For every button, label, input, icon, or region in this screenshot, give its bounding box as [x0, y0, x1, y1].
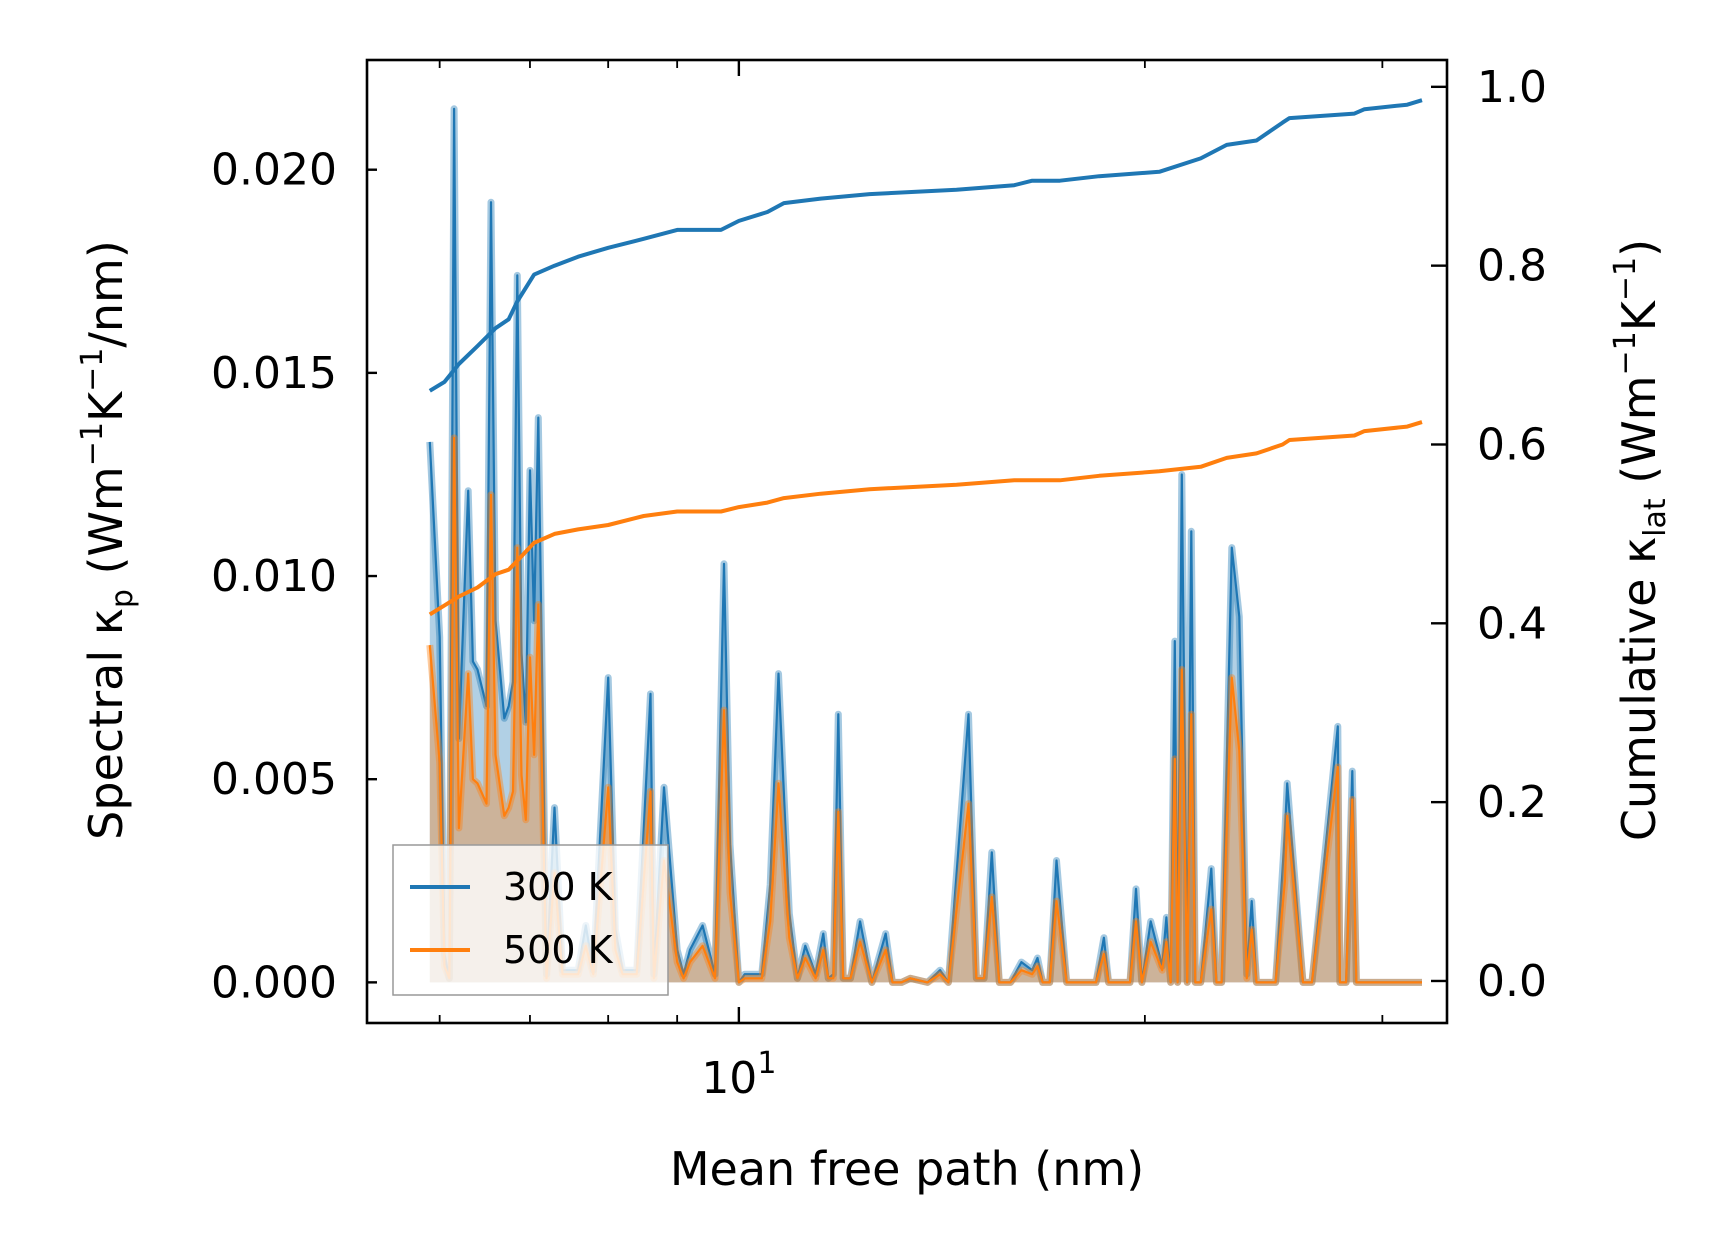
y-left-tick-label: 0.015: [211, 348, 337, 399]
y-left-tick-label: 0.010: [211, 551, 337, 602]
y-axis-left-label: Spectral κp (Wm−1K−1/nm): [75, 240, 140, 840]
line-cumulative-500-k: [428, 420, 1423, 617]
y-axis-right-label: Cumulative κlat (Wm−1K−1): [1608, 239, 1673, 841]
y-right-tick-label: 1.0: [1477, 62, 1547, 113]
line-cumulative-300-k: [428, 98, 1423, 393]
y-right-tick-label: 0.0: [1477, 956, 1547, 1007]
y-right-tick-label: 0.8: [1477, 241, 1547, 292]
y-left-tick-label: 0.005: [211, 754, 337, 805]
y-left-tick-label: 0.000: [211, 957, 337, 1008]
legend-label-300k: 300 K: [503, 865, 614, 909]
y-right-tick-label: 0.4: [1477, 598, 1547, 649]
legend: 300 K 500 K: [392, 844, 669, 996]
plot-frame: [365, 58, 1449, 1025]
y-right-tick-label: 0.6: [1477, 419, 1547, 470]
y-left-tick-label: 0.020: [211, 145, 337, 196]
y-right-tick-label: 0.2: [1477, 777, 1547, 828]
legend-label-500k: 500 K: [503, 928, 614, 972]
x-axis-label: Mean free path (nm): [670, 1142, 1144, 1196]
x-tick-label: 101: [701, 1046, 776, 1104]
legend-box: [392, 844, 669, 996]
axis-ticks: 0.000 0.005 0.010 0.015 0.020 0.0 0.2 0.4 0.6 0.8…: [211, 60, 1547, 1104]
